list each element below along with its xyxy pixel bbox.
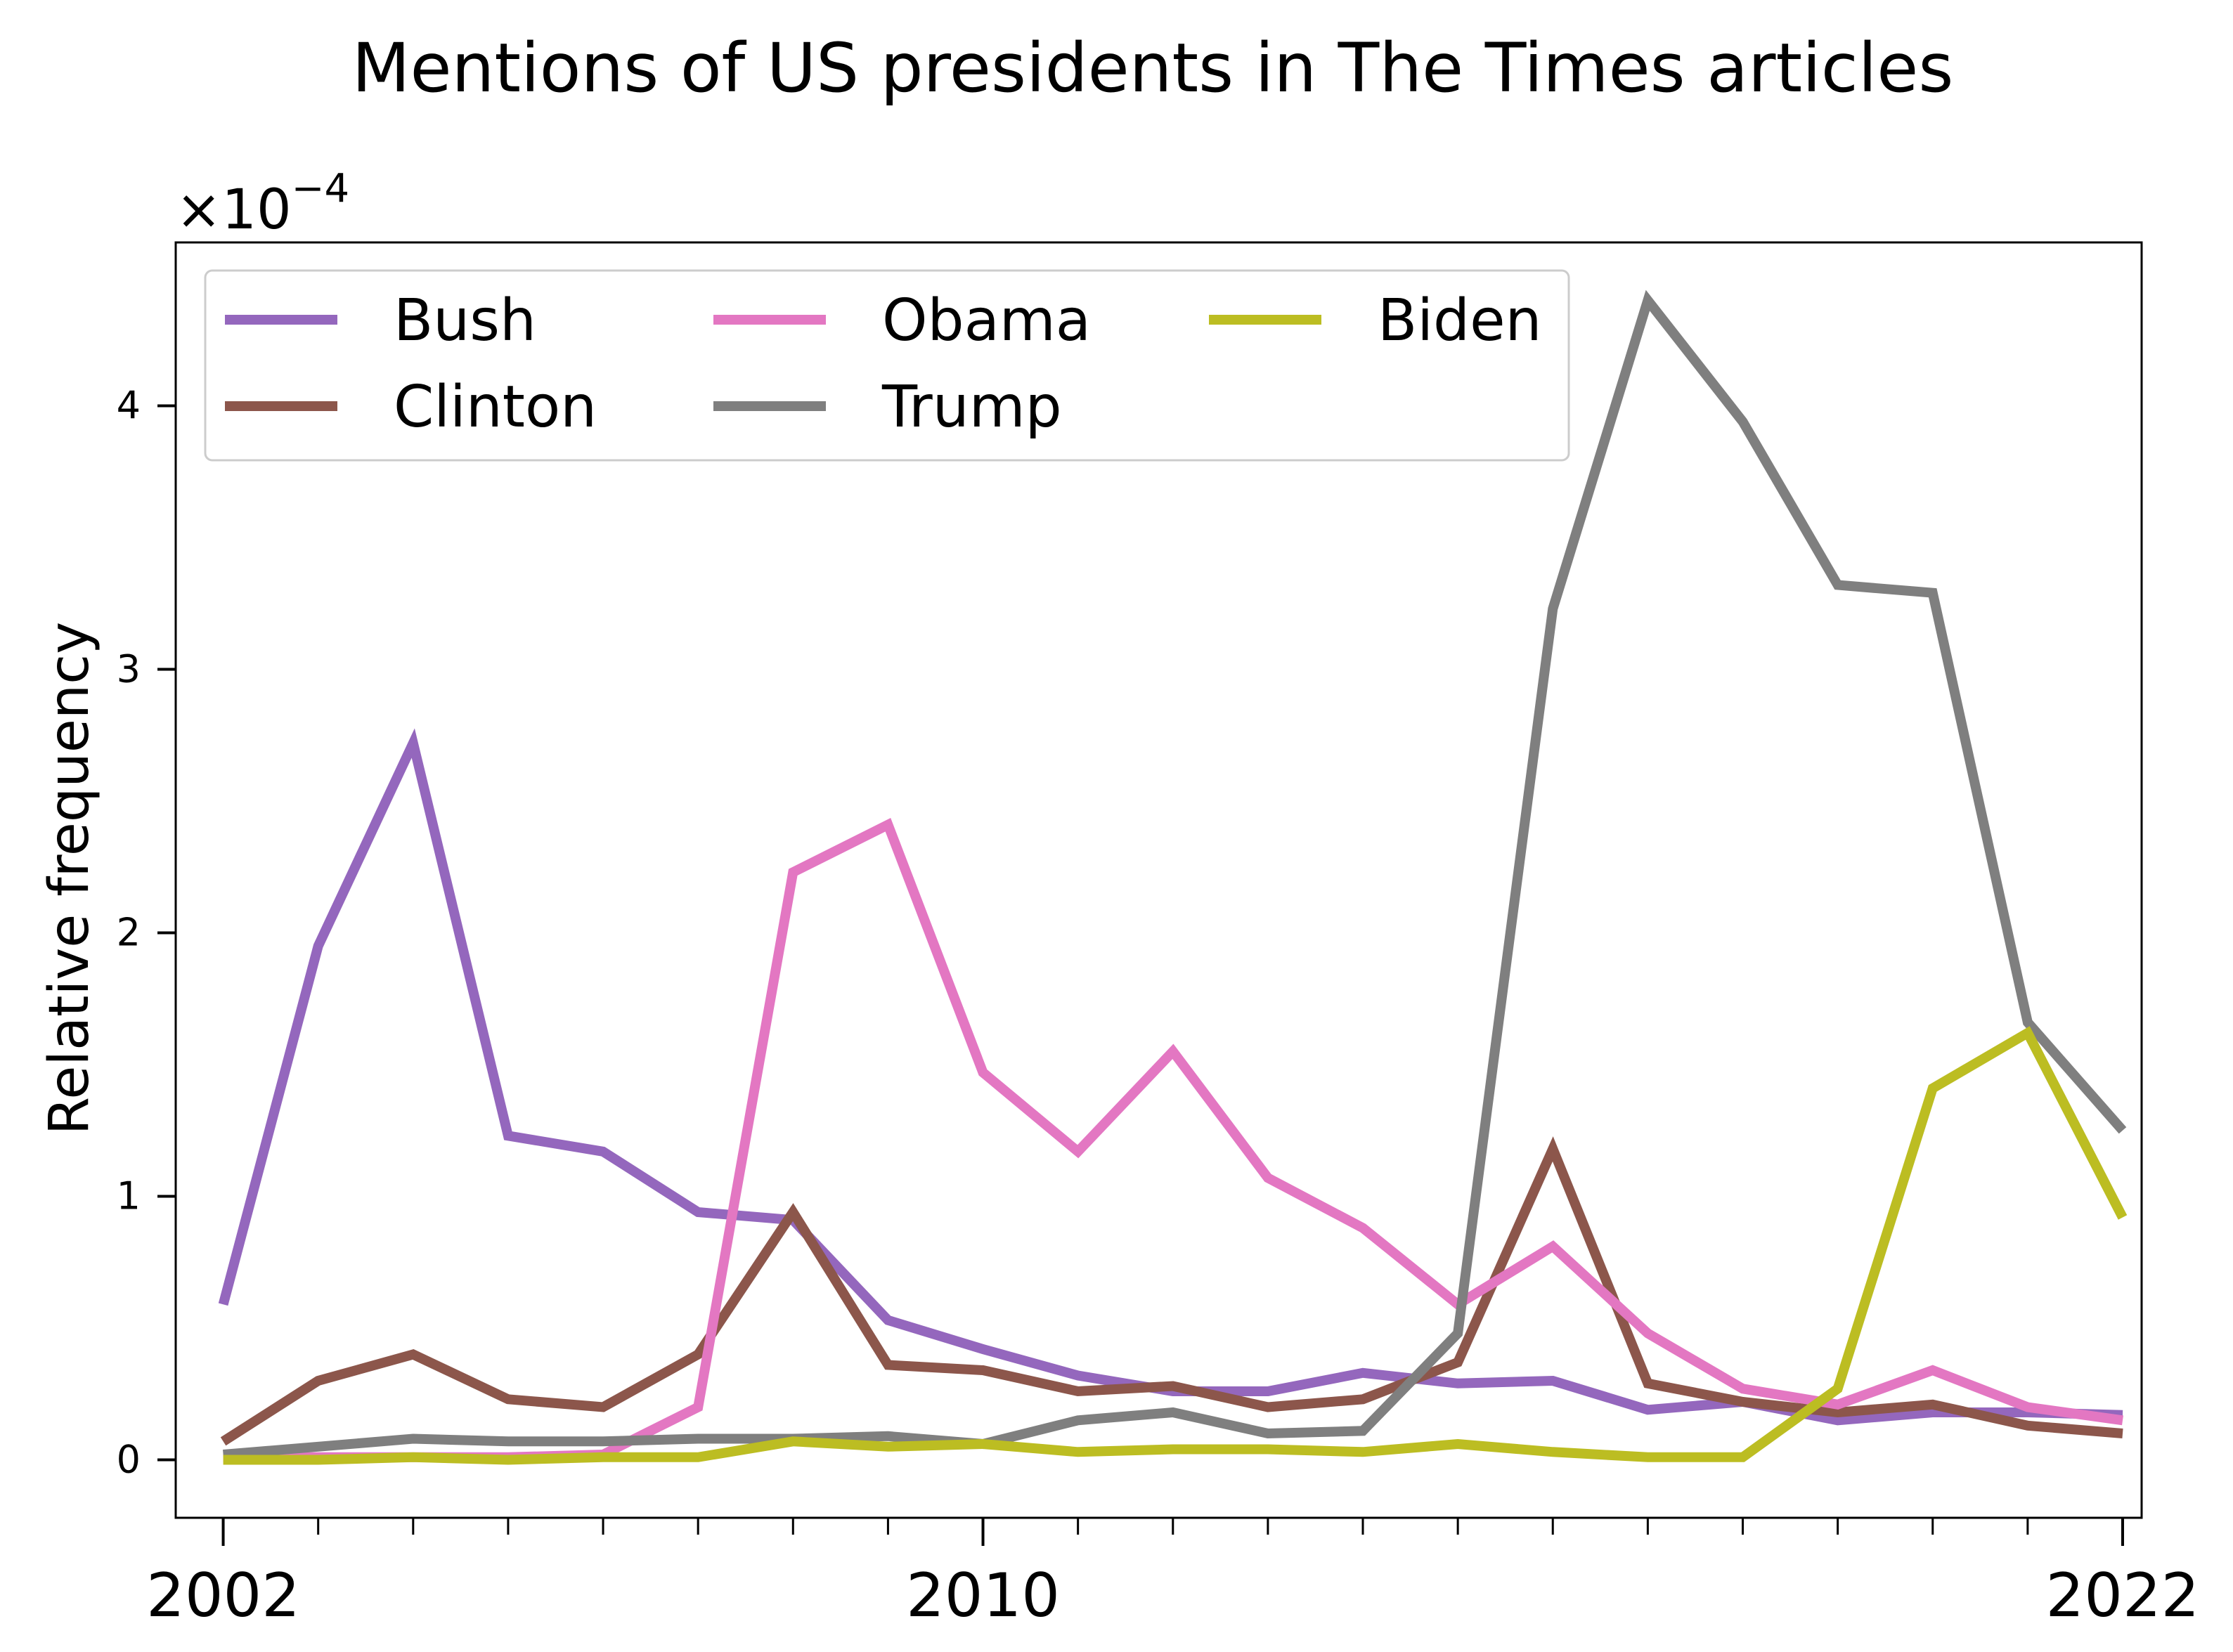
y-tick-label: 1: [117, 1174, 141, 1218]
legend-label-clinton: Clinton: [394, 374, 597, 441]
y-tick-label: 3: [117, 647, 141, 691]
axes: 2002 2010 2022 0 1 2 3 4: [117, 384, 2200, 1632]
legend: Bush Clinton Obama Trump Biden: [204, 269, 1570, 462]
series-line-bush: [218, 728, 2123, 1426]
plot-area: [218, 290, 2128, 1465]
y-tick-label: 4: [117, 384, 141, 428]
y-scale-multiplier: ×10−4: [176, 166, 349, 242]
x-tick-label: 2022: [2046, 1561, 2200, 1631]
y-tick-label: 0: [117, 1438, 141, 1482]
chart-title: Mentions of US presidents in The Times a…: [352, 29, 1954, 108]
series-line-clinton: [220, 1136, 2123, 1446]
axes-frame: [174, 241, 2143, 1519]
legend-label-obama: Obama: [882, 287, 1091, 354]
series-line-trump: [223, 290, 2127, 1459]
x-tick-label: 2010: [906, 1561, 1060, 1631]
legend-label-biden: Biden: [1378, 287, 1542, 354]
legend-label-trump: Trump: [881, 374, 1062, 441]
legend-label-bush: Bush: [394, 287, 536, 354]
series-line-biden: [223, 1026, 2128, 1465]
series-line-obama: [223, 817, 2123, 1462]
x-tick-label: 2002: [146, 1561, 300, 1631]
y-axis-label: Relative frequency: [38, 622, 101, 1136]
y-tick-label: 2: [117, 911, 141, 955]
